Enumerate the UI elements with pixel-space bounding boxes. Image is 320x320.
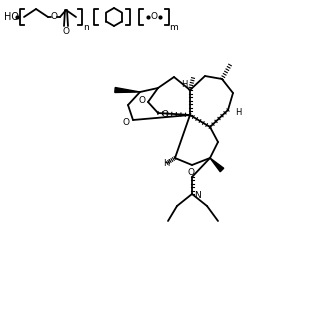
Polygon shape (210, 158, 224, 172)
Text: O: O (62, 27, 69, 36)
Text: H: H (163, 158, 169, 167)
Text: N: N (194, 190, 200, 199)
Text: O: O (123, 117, 130, 126)
Text: O: O (162, 109, 169, 118)
Text: n: n (83, 22, 89, 31)
Text: H: H (181, 79, 187, 89)
Text: O: O (150, 12, 157, 20)
Text: m: m (169, 22, 177, 31)
Text: HO: HO (4, 12, 19, 22)
Text: O: O (51, 12, 58, 20)
Text: O: O (139, 95, 146, 105)
Polygon shape (115, 87, 140, 92)
Text: O: O (188, 167, 195, 177)
Text: H: H (235, 108, 241, 116)
